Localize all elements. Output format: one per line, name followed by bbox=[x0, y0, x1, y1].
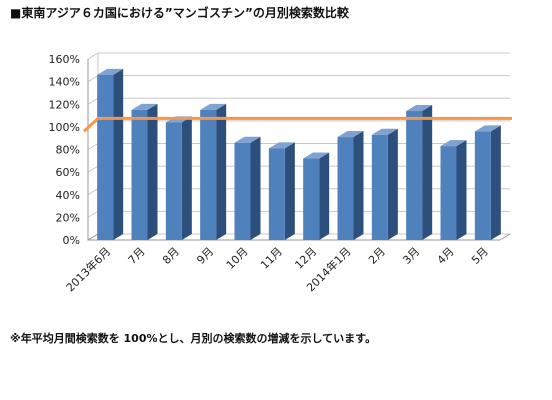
y-tick-label: 140% bbox=[49, 76, 80, 89]
bar bbox=[371, 128, 398, 240]
y-axis-ticks: 0% 20% 40% 60% 80% 100% 120% 140% 160% bbox=[49, 53, 80, 247]
x-tick-label: 2月 bbox=[366, 245, 388, 267]
bar-side bbox=[456, 140, 467, 240]
bar-top bbox=[97, 68, 124, 75]
x-tick-label: 4月 bbox=[435, 245, 457, 267]
x-tick-label: 12月 bbox=[292, 245, 319, 272]
gridline bbox=[87, 97, 510, 105]
reference-line bbox=[82, 116, 512, 133]
bar-front bbox=[337, 137, 354, 240]
bar bbox=[406, 105, 433, 240]
floor-edge bbox=[87, 233, 99, 241]
bar-side bbox=[284, 142, 295, 240]
bar-top bbox=[200, 103, 227, 110]
bar-side bbox=[319, 152, 330, 240]
y-tick-label: 80% bbox=[56, 144, 80, 157]
x-tick-label: 8月 bbox=[160, 245, 182, 267]
bar bbox=[97, 68, 124, 241]
bar-front bbox=[371, 134, 388, 240]
x-tick-label: 3月 bbox=[400, 245, 422, 267]
x-tick-label: 11月 bbox=[258, 245, 285, 272]
bar-top bbox=[406, 105, 433, 112]
bar-side bbox=[113, 68, 124, 241]
x-tick-label: 9月 bbox=[194, 245, 216, 267]
bar bbox=[337, 131, 364, 240]
bar-front bbox=[303, 158, 320, 240]
bar-front bbox=[131, 109, 148, 240]
bar-side bbox=[422, 105, 433, 240]
bar bbox=[474, 125, 501, 240]
bar bbox=[131, 103, 158, 240]
gridline bbox=[87, 75, 510, 83]
bar-front bbox=[234, 142, 251, 240]
bar-side bbox=[181, 116, 192, 240]
bar bbox=[440, 140, 467, 240]
bar-side bbox=[147, 103, 158, 240]
bar bbox=[303, 152, 330, 240]
bar-top bbox=[303, 152, 330, 159]
bar-top bbox=[337, 131, 364, 138]
bar-front bbox=[440, 146, 457, 240]
bar-front bbox=[97, 74, 114, 241]
bar-top bbox=[440, 140, 467, 147]
y-tick-label: 40% bbox=[56, 189, 80, 202]
gridline bbox=[87, 52, 510, 60]
bar-side bbox=[250, 136, 261, 240]
y-tick-label: 120% bbox=[49, 98, 80, 111]
average-line bbox=[82, 116, 512, 133]
bar-top bbox=[371, 128, 398, 135]
bar-front bbox=[268, 148, 285, 240]
bar bbox=[165, 116, 192, 240]
x-tick-label: 10月 bbox=[224, 245, 251, 272]
y-tick-label: 20% bbox=[56, 211, 80, 224]
chart-title: ■東南アジア６カ国における”マンゴスチン”の月別検索数比較 bbox=[10, 6, 349, 20]
bar-chart: 0% 20% 40% 60% 80% 100% 120% 140% 160% 2013年6月 7月… bbox=[49, 52, 512, 294]
x-tick-label: 5月 bbox=[469, 245, 491, 267]
bar bbox=[234, 136, 261, 240]
bar-front bbox=[200, 109, 217, 240]
y-tick-label: 100% bbox=[49, 121, 80, 134]
footnote: ※年平均月間検索数を 100%とし、月別の検索数の増減を示しています。 bbox=[10, 332, 377, 345]
bar-top bbox=[474, 125, 501, 132]
y-tick-label: 60% bbox=[56, 166, 80, 179]
bar bbox=[200, 103, 227, 240]
bars bbox=[97, 68, 501, 241]
bar-top bbox=[131, 103, 158, 110]
bar-side bbox=[490, 125, 501, 240]
y-tick-label: 160% bbox=[49, 53, 80, 66]
bar-top bbox=[234, 136, 261, 143]
y-tick-label: 0% bbox=[63, 234, 80, 247]
bar-side bbox=[353, 131, 364, 240]
bar-front bbox=[165, 122, 182, 240]
bar-side bbox=[216, 103, 227, 240]
bar-front bbox=[406, 111, 423, 240]
x-tick-label: 7月 bbox=[126, 245, 148, 267]
floor-edge bbox=[499, 233, 511, 241]
bar-top bbox=[268, 142, 295, 149]
bar-front bbox=[474, 131, 491, 240]
bar-side bbox=[387, 128, 398, 240]
bar bbox=[268, 142, 295, 240]
x-tick-label: 2013年6月 bbox=[63, 244, 113, 294]
